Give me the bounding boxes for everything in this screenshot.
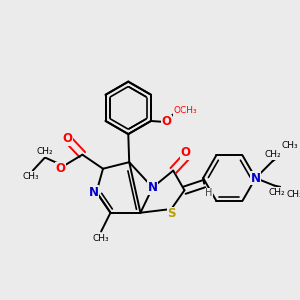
Text: CH₃: CH₃	[282, 141, 298, 150]
Text: O: O	[62, 132, 72, 145]
Text: OCH₃: OCH₃	[174, 106, 197, 115]
Text: CH₃: CH₃	[93, 234, 110, 243]
Text: CH₃: CH₃	[22, 172, 39, 181]
Text: O: O	[56, 162, 66, 175]
Text: S: S	[167, 207, 176, 220]
Text: O: O	[162, 116, 172, 128]
Text: N: N	[88, 186, 99, 199]
Text: CH₂: CH₂	[269, 188, 286, 196]
Text: O: O	[180, 146, 190, 159]
Text: N: N	[148, 181, 158, 194]
Text: CH₂: CH₂	[264, 150, 281, 159]
Text: CH₃: CH₃	[286, 190, 300, 200]
Text: CH₂: CH₂	[37, 147, 53, 156]
Text: H: H	[205, 188, 212, 198]
Text: N: N	[250, 172, 261, 184]
